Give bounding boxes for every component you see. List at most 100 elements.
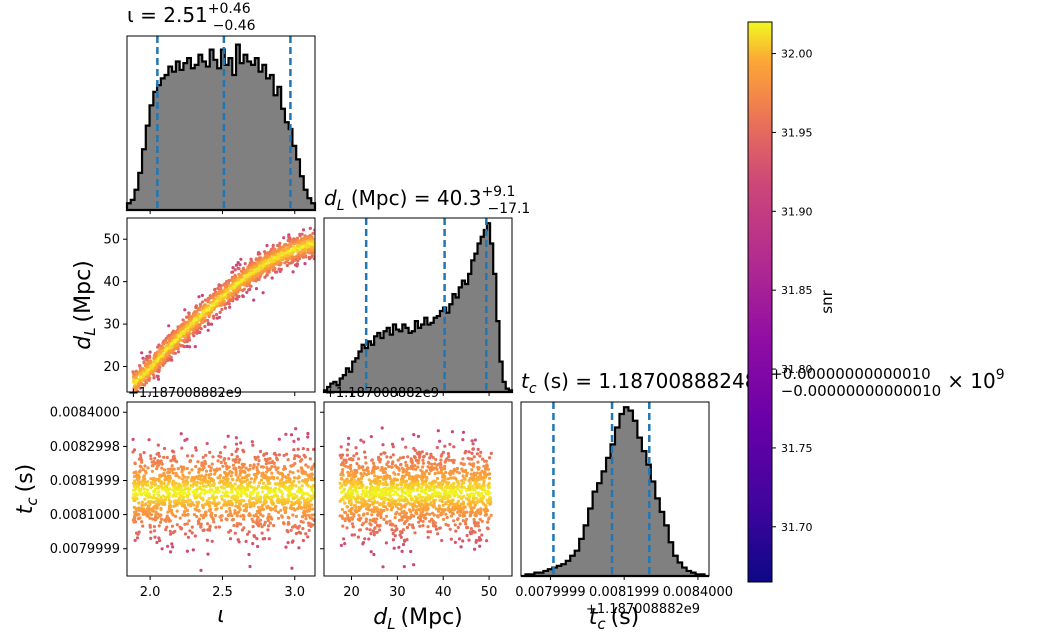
scatter-point [171, 479, 175, 483]
scatter-point [421, 524, 425, 528]
scatter-point [170, 524, 174, 528]
scatter-point [162, 446, 167, 451]
scatter-point [246, 265, 250, 269]
scatter-point [471, 529, 475, 533]
scatter-point [225, 518, 229, 522]
scatter-point [478, 472, 482, 476]
ylabel-tc: tc(s) [13, 464, 41, 515]
y-tick-label: 50 [103, 233, 120, 248]
scatter-point [274, 504, 278, 508]
scatter-point [215, 487, 219, 491]
scatter-point [179, 432, 183, 436]
scatter-point [290, 492, 294, 496]
scatter-point [202, 513, 207, 517]
scatter-point [311, 507, 315, 511]
scatter-point [144, 380, 148, 385]
scatter-point [286, 530, 290, 534]
scatter-point [141, 467, 145, 472]
scatter-point [156, 464, 160, 468]
scatter-point [476, 460, 480, 464]
scatter-point [277, 248, 281, 252]
scatter-point [365, 502, 370, 507]
scatter-point [402, 468, 406, 472]
scatter-point [370, 500, 374, 504]
scatter-point [285, 254, 289, 258]
scatter-point [233, 278, 237, 282]
scatter-point [261, 474, 265, 479]
scatter-point [143, 464, 147, 468]
scatter-point [296, 249, 300, 253]
scatter-point [270, 489, 274, 493]
scatter-point [160, 487, 165, 491]
scatter-point [140, 482, 144, 486]
scatter-point [204, 453, 208, 457]
scatter-point [369, 523, 373, 527]
scatter-point [457, 537, 462, 541]
scatter-point [286, 497, 290, 501]
scatter-point [441, 478, 445, 482]
scatter-point [473, 438, 477, 442]
scatter-point [379, 510, 384, 514]
scatter-point [250, 440, 254, 444]
scatter-point [140, 500, 144, 504]
scatter-point [215, 490, 219, 494]
scatter-point [339, 456, 343, 460]
scatter-point [186, 328, 190, 333]
scatter-point [258, 275, 262, 279]
scatter-point [374, 486, 378, 490]
scatter-point [306, 535, 310, 539]
scatter-point [459, 461, 463, 465]
scatter-point [394, 512, 398, 516]
scatter-point [343, 501, 347, 505]
scatter-point [133, 516, 137, 521]
scatter-point [468, 530, 472, 534]
scatter-point [424, 496, 428, 500]
scatter-point [371, 517, 375, 522]
scatter-point [224, 464, 229, 468]
scatter-point [479, 450, 483, 454]
scatter-point [458, 495, 462, 499]
scatter-point [301, 241, 305, 245]
scatter-point [271, 243, 275, 247]
scatter-point [376, 513, 380, 517]
scatter-point [377, 528, 382, 532]
scatter-point [444, 489, 448, 493]
scatter-point [418, 452, 422, 456]
scatter-point [166, 482, 170, 486]
scatter-point [306, 497, 310, 501]
scatter-point [348, 486, 352, 490]
scatter-point [467, 486, 471, 490]
scatter-point [133, 520, 138, 524]
scatter-point [399, 479, 404, 483]
scatter-point [434, 527, 438, 531]
scatter-point [391, 493, 395, 497]
scatter-point [295, 494, 299, 498]
scatter-point [152, 529, 157, 533]
scatter-point [165, 347, 169, 351]
scatter-point [219, 298, 223, 302]
scatter-point [179, 344, 183, 348]
scatter-point [184, 506, 188, 510]
frame-hist-iota [126, 35, 316, 211]
scatter-point [233, 482, 237, 486]
scatter-point [419, 468, 423, 472]
scatter-point [415, 451, 419, 455]
scatter-point [403, 503, 407, 507]
scatter-point [412, 433, 416, 437]
scatter-point [345, 448, 349, 452]
scatter-point [355, 491, 359, 495]
scatter-point [131, 437, 135, 441]
scatter-point [134, 380, 138, 384]
scatter-point [392, 501, 396, 505]
scatter-point [372, 510, 376, 514]
scatter-point [185, 549, 189, 553]
scatter-point [468, 483, 472, 487]
scatter-point [425, 476, 429, 480]
scatter-point [153, 482, 158, 486]
scatter-point [428, 519, 432, 523]
scatter-point [203, 461, 207, 466]
scatter-point [150, 366, 154, 370]
scatter-point [177, 501, 181, 505]
scatter-point [486, 467, 490, 471]
scatter-point [369, 479, 373, 484]
